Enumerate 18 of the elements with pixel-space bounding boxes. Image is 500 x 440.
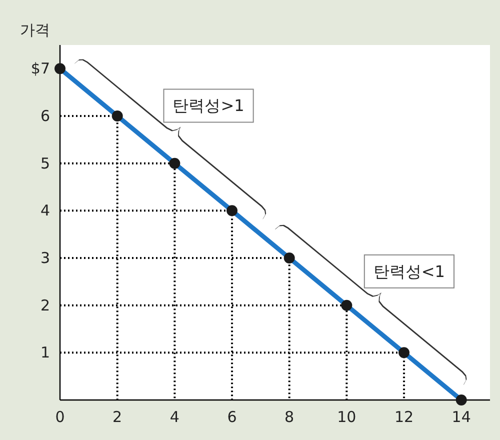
x-tick-label: 14 [452, 408, 471, 426]
y-axis-title: 가격 [20, 21, 50, 39]
y-tick-label: 1 [40, 344, 50, 362]
y-tick-label: 2 [40, 296, 50, 314]
x-tick-label: 0 [55, 408, 65, 426]
y-tick-label: 4 [40, 202, 50, 220]
annotation: 탄력성>1 [172, 96, 244, 116]
y-tick-label: 6 [40, 107, 50, 125]
y-tick-label: 5 [40, 154, 50, 172]
x-tick-label: 2 [112, 408, 122, 426]
x-tick-label: 6 [227, 408, 237, 426]
x-tick-label: 8 [284, 408, 294, 426]
y-tick-label: 3 [40, 249, 50, 267]
x-tick-label: 4 [170, 408, 180, 426]
annotation: 탄력성<1 [373, 262, 445, 281]
y-tick-label: $7 [30, 60, 50, 78]
x-tick-label: 10 [337, 408, 356, 426]
x-tick-label: 12 [394, 408, 414, 426]
